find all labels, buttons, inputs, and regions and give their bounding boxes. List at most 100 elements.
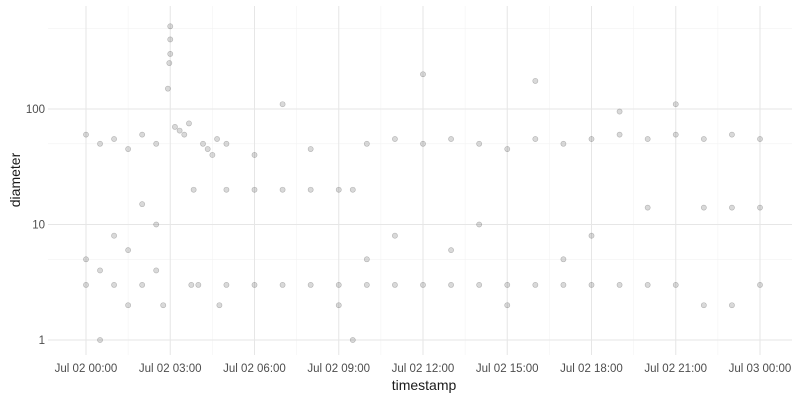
data-point — [165, 85, 171, 92]
data-point — [186, 120, 192, 127]
data-point — [757, 136, 763, 142]
data-point — [504, 302, 511, 309]
data-point — [616, 131, 623, 138]
data-point — [392, 232, 398, 239]
data-point — [757, 281, 763, 288]
data-point — [700, 302, 707, 309]
data-point — [476, 221, 483, 228]
data-point — [223, 281, 230, 288]
y-tick-label: 1 — [39, 335, 45, 347]
data-point — [335, 302, 342, 309]
data-point — [672, 101, 679, 108]
data-point — [420, 71, 426, 78]
data-point — [448, 247, 454, 254]
data-point — [214, 136, 220, 142]
x-tick-label: Jul 02 18:00 — [560, 363, 623, 375]
data-point — [111, 232, 117, 239]
data-point — [588, 281, 595, 288]
data-point — [729, 131, 735, 138]
data-point — [504, 146, 511, 152]
data-point — [167, 50, 174, 57]
data-point — [166, 60, 173, 66]
data-point — [167, 36, 174, 43]
axis-ticks: Jul 02 00:00 Jul 02 03:00 Jul 02 06:00 Jul … — [26, 104, 792, 375]
x-tick-label: Jul 02 03:00 — [139, 363, 202, 375]
data-point — [616, 108, 623, 115]
data-point — [153, 221, 160, 228]
data-point — [279, 281, 286, 288]
data-point — [223, 140, 230, 147]
data-point — [363, 256, 370, 263]
data-point — [181, 131, 188, 138]
data-point — [251, 152, 258, 158]
data-point — [279, 186, 286, 193]
data-point — [216, 302, 223, 309]
data-point — [560, 140, 567, 147]
y-tick-label: 10 — [32, 220, 45, 232]
data-point — [83, 281, 89, 288]
x-tick-label: Jul 03 00:00 — [729, 363, 792, 375]
data-point — [97, 267, 103, 274]
data-point — [644, 204, 651, 211]
data-point — [139, 281, 146, 288]
data-point — [335, 186, 342, 193]
data-point — [97, 337, 103, 343]
data-point — [200, 140, 206, 147]
data-point — [560, 256, 567, 263]
data-point — [757, 204, 763, 211]
data-point — [111, 136, 117, 142]
data-point — [729, 302, 735, 309]
data-point — [616, 281, 623, 288]
data-point — [190, 186, 197, 193]
data-point — [448, 136, 454, 142]
data-point — [125, 146, 132, 152]
data-point — [307, 281, 314, 288]
grid-lines — [48, 6, 792, 355]
data-point — [251, 281, 258, 288]
data-point — [392, 281, 398, 288]
data-point — [700, 136, 707, 142]
data-point — [532, 78, 539, 84]
data-point — [476, 281, 483, 288]
data-point — [204, 146, 211, 152]
data-point — [307, 186, 314, 193]
data-point — [532, 281, 539, 288]
data-point — [139, 131, 146, 138]
data-point — [644, 281, 651, 288]
data-point — [672, 131, 679, 138]
x-tick-label: Jul 02 09:00 — [307, 363, 370, 375]
data-point — [420, 140, 426, 147]
data-point — [83, 256, 89, 263]
data-point — [729, 204, 735, 211]
data-point — [504, 281, 511, 288]
data-point — [172, 123, 178, 130]
data-point — [392, 136, 398, 142]
data-point — [97, 140, 103, 147]
data-points — [83, 23, 763, 343]
data-point — [307, 146, 314, 152]
y-tick-label: 100 — [26, 104, 45, 116]
data-point — [188, 281, 195, 288]
data-point — [209, 152, 216, 158]
data-point — [111, 281, 117, 288]
data-point — [153, 140, 160, 147]
data-point — [363, 281, 370, 288]
data-point — [672, 281, 679, 288]
data-point — [83, 131, 89, 138]
data-point — [349, 186, 356, 193]
data-point — [125, 302, 132, 309]
data-point — [644, 136, 651, 142]
data-point — [195, 281, 202, 288]
x-tick-label: Jul 02 00:00 — [55, 363, 118, 375]
data-point — [476, 140, 483, 147]
data-point — [153, 267, 160, 274]
data-point — [251, 186, 258, 193]
x-axis-title: timestamp — [392, 377, 457, 393]
data-point — [335, 281, 342, 288]
data-point — [588, 136, 595, 142]
data-point — [176, 127, 183, 134]
data-point — [448, 281, 454, 288]
x-tick-label: Jul 02 12:00 — [392, 363, 455, 375]
x-tick-label: Jul 02 21:00 — [644, 363, 707, 375]
